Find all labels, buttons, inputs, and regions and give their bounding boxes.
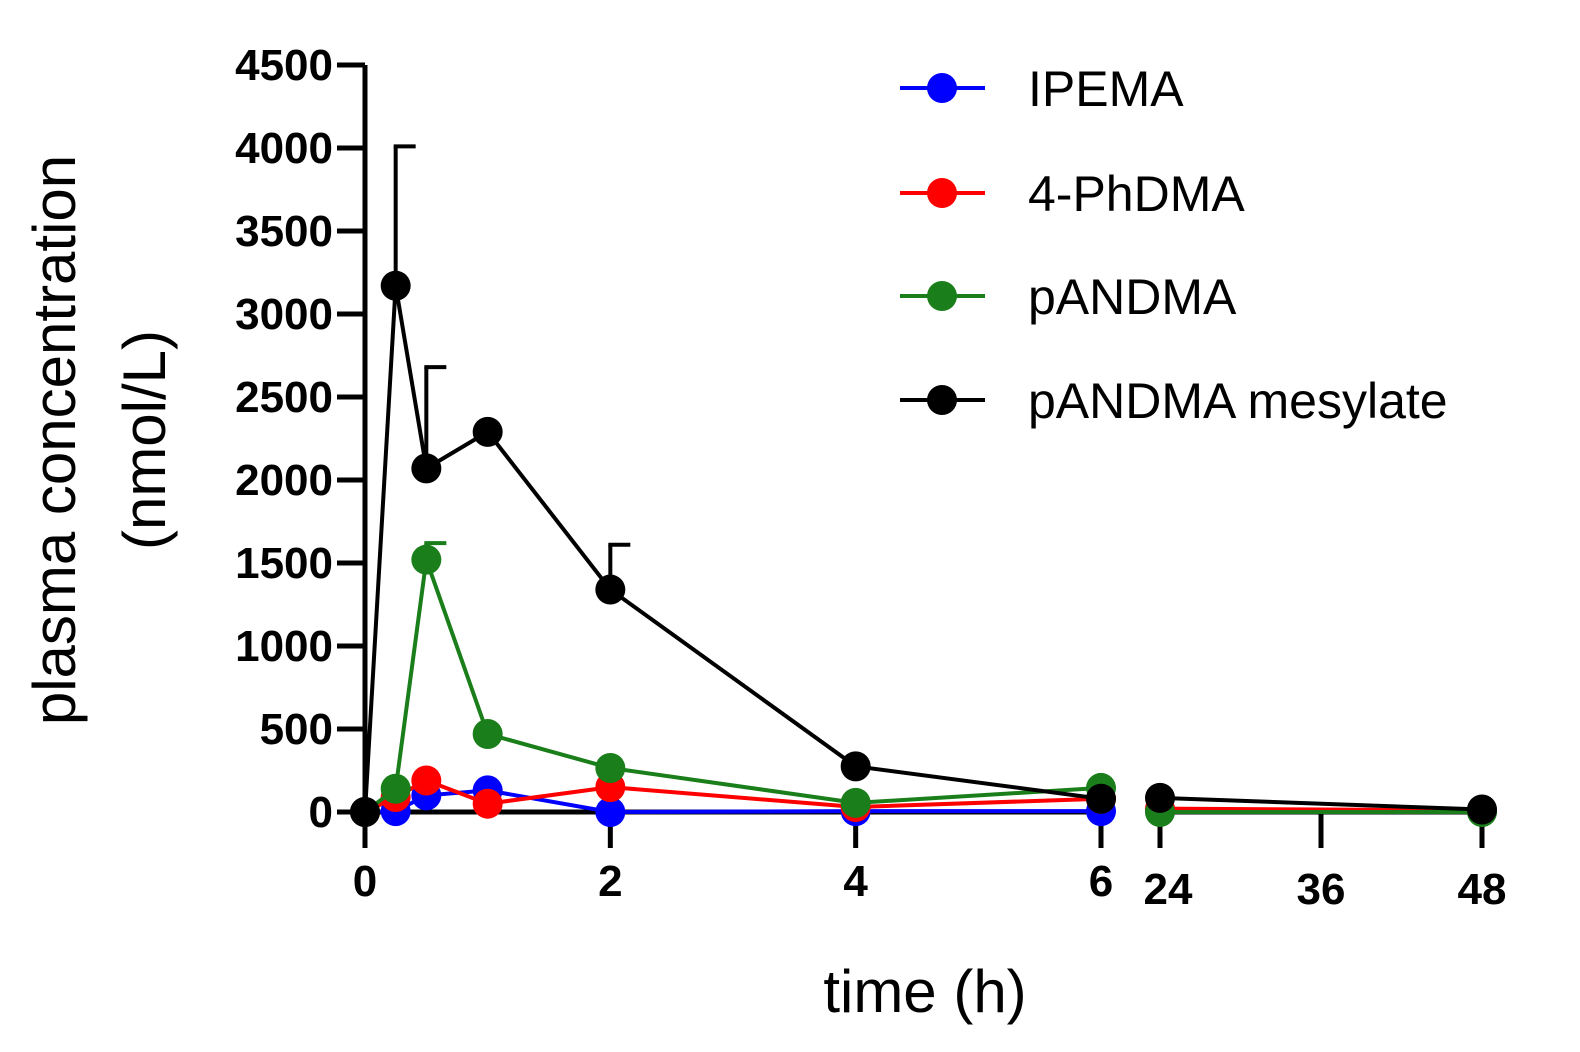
series-ipema (350, 775, 1497, 827)
x-tick-label-2: 2 (598, 857, 622, 906)
data-point-4-2 (380, 270, 411, 301)
x-tick-label-0: 0 (353, 857, 377, 906)
y-tick-label-1500: 1500 (235, 539, 333, 588)
series-line-3-1 (363, 559, 1102, 814)
x-tick-label-6: 6 (1089, 857, 1113, 906)
data-point-4-4 (472, 416, 503, 447)
data-point-2-4 (472, 788, 503, 819)
y-axis-title-line2: (nmol/L) (111, 330, 178, 550)
axis-titles: time (h) plasma concentration (nmol/L) (21, 155, 1027, 1025)
data-point-4-8 (1145, 782, 1175, 813)
y-tick-label-3500: 3500 (235, 207, 333, 256)
y-tick-label-1000: 1000 (235, 622, 333, 671)
x-tick-label-48: 48 (1458, 865, 1507, 914)
y-axis-title-line1: plasma concentration (21, 155, 88, 725)
legend-label-3: pANDMA (1028, 269, 1237, 325)
data-point-4-3 (411, 453, 442, 484)
y-tick-label-4000: 4000 (235, 124, 333, 173)
data-point-3-2 (380, 773, 411, 804)
legend-entry-2: 4-PhDMA (900, 166, 1245, 222)
series-pandma (350, 541, 1497, 827)
legend-label-1: IPEMA (1028, 61, 1184, 117)
legend-marker-2 (927, 178, 957, 208)
legend-entry-1: IPEMA (900, 61, 1184, 117)
legend-marker-1 (927, 73, 957, 103)
data-point-4-9 (1467, 794, 1497, 825)
x-tick-label-24: 24 (1144, 865, 1193, 914)
data-point-3-6 (840, 787, 871, 818)
data-point-4-7 (1086, 783, 1116, 814)
y-tick-label-0: 0 (309, 788, 333, 837)
y-tick-label-2000: 2000 (235, 456, 333, 505)
series-layer (350, 144, 1497, 827)
legend-label-4: pANDMA mesylate (1028, 373, 1448, 429)
y-tick-label-500: 500 (260, 705, 333, 754)
legend-label-2: 4-PhDMA (1028, 166, 1245, 222)
x-axis-title: time (h) (823, 958, 1026, 1025)
x-tick-label-36: 36 (1297, 865, 1346, 914)
data-point-3-3 (411, 544, 442, 575)
series-line-4-2 (1159, 795, 1483, 812)
y-tick-label-3000: 3000 (235, 290, 333, 339)
data-point-1-5 (595, 797, 626, 827)
data-point-4-6 (840, 751, 871, 782)
x-tick-label-4: 4 (843, 857, 868, 906)
y-tick-label-2500: 2500 (235, 373, 333, 422)
data-point-4-5 (595, 574, 626, 605)
legend: IPEMA 4-PhDMA pANDMA pANDMA mesylate (900, 61, 1448, 429)
legend-marker-4 (927, 385, 957, 415)
data-point-3-4 (472, 718, 503, 749)
series-pandma-mesylate (350, 144, 1497, 827)
y-tick-label-4500: 4500 (235, 41, 333, 90)
legend-entry-3: pANDMA (900, 269, 1237, 325)
legend-entry-4: pANDMA mesylate (900, 373, 1448, 429)
legend-marker-3 (927, 281, 957, 311)
data-point-2-3 (411, 765, 442, 796)
data-point-3-5 (595, 753, 626, 784)
data-point-4-1 (350, 797, 380, 827)
